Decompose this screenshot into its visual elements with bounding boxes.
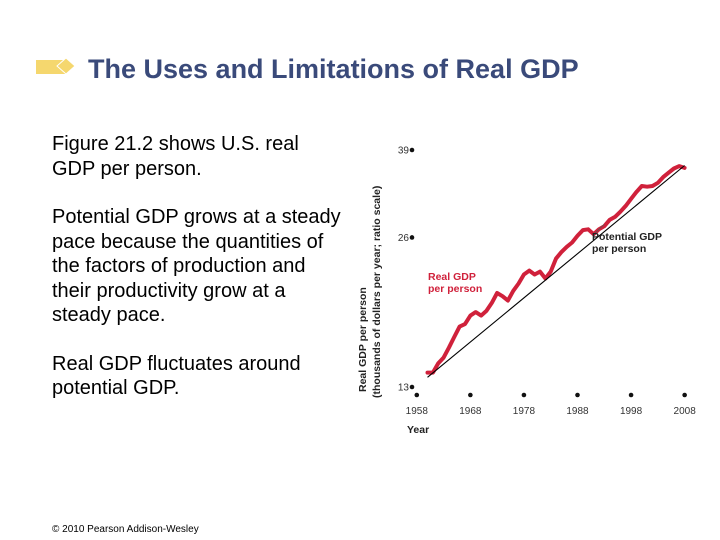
y-axis-title-line1: Real GDP per person bbox=[357, 287, 369, 392]
y-axis-title-line2: (thousands of dollars per year; ratio sc… bbox=[371, 186, 383, 398]
potential-gdp-label: per person bbox=[592, 243, 646, 255]
bullet-item: Figure 21.2 shows U.S. real GDP per pers… bbox=[52, 133, 299, 180]
x-tick-label: 1978 bbox=[513, 406, 536, 417]
potential-gdp-line bbox=[427, 165, 685, 378]
y-tick-label: 13 bbox=[398, 383, 410, 394]
y-tick-label: 39 bbox=[398, 146, 410, 157]
x-tick-dot bbox=[521, 392, 527, 398]
potential-gdp-leader-line bbox=[592, 223, 605, 236]
copyright-notice: © 2010 Pearson Addison-Wesley bbox=[52, 524, 199, 535]
x-tick-dot bbox=[682, 392, 687, 398]
x-tick-dot bbox=[468, 392, 473, 398]
y-tick-dot bbox=[409, 384, 415, 390]
x-axis-title: Year bbox=[407, 424, 429, 436]
real-gdp-label: Real GDP bbox=[428, 271, 476, 283]
y-tick-label: 26 bbox=[398, 233, 410, 244]
potential-gdp-label: Potential GDP bbox=[592, 231, 662, 243]
slide-title: The Uses and Limitations of Real GDP bbox=[88, 54, 579, 84]
x-tick-label: 1968 bbox=[459, 406, 482, 417]
diamond-icon bbox=[56, 57, 76, 75]
title-accent-rect bbox=[36, 60, 66, 74]
title-accent-bar bbox=[36, 57, 76, 75]
real-gdp-line bbox=[425, 164, 687, 375]
real-gdp-label: per person bbox=[428, 283, 482, 295]
x-tick-label: 2008 bbox=[674, 406, 697, 417]
y-tick-dot bbox=[409, 147, 415, 153]
x-tick-dot bbox=[414, 392, 420, 398]
x-tick-dot bbox=[575, 392, 580, 398]
bullet-item: Potential GDP grows at a steady pace bec… bbox=[52, 206, 341, 326]
x-tick-label: 1998 bbox=[620, 406, 643, 417]
bullet-list: Figure 21.2 shows U.S. real GDP per pers… bbox=[52, 132, 342, 425]
x-tick-label: 1988 bbox=[566, 406, 589, 417]
gdp-chart: Real GDP per person (thousands of dollar… bbox=[357, 146, 697, 437]
bullet-item: Real GDP fluctuates around potential GDP… bbox=[52, 352, 301, 400]
x-tick-dot bbox=[628, 392, 634, 398]
y-tick-dot bbox=[409, 235, 415, 240]
y-axis-title: Real GDP per person (thousands of dollar… bbox=[357, 186, 383, 398]
x-tick-label: 1958 bbox=[406, 406, 429, 417]
